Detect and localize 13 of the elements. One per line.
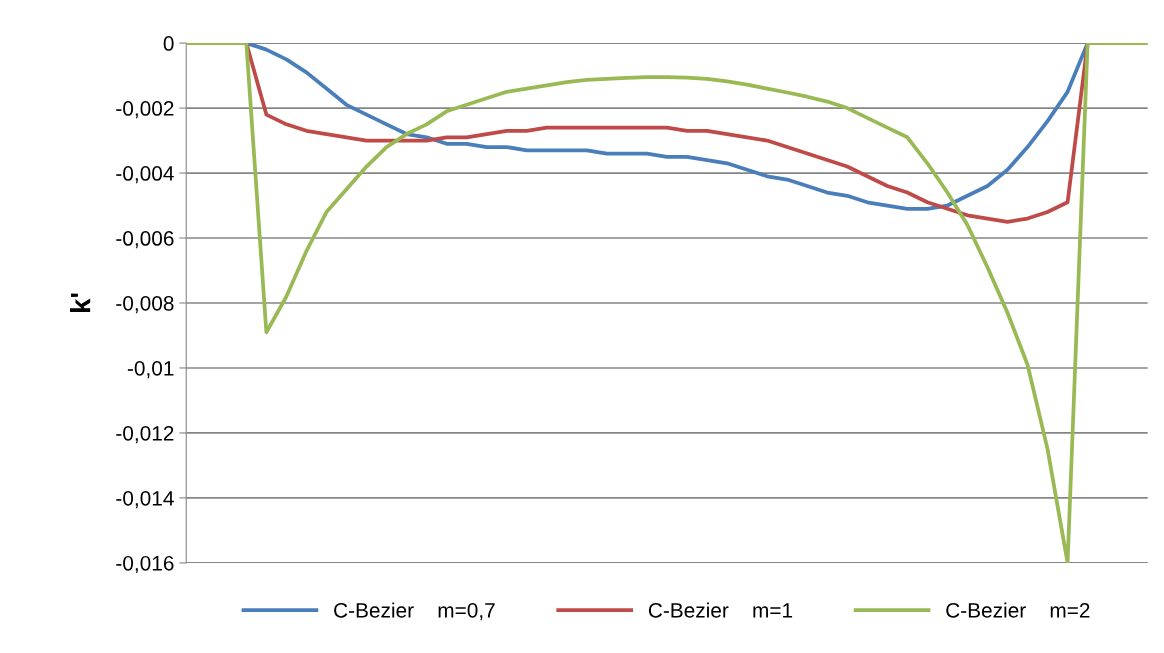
y-tick-label: 0	[163, 36, 174, 51]
y-tick-label: -0,008	[116, 295, 174, 314]
y-tick-label: -0,016	[116, 555, 174, 574]
legend-label: C-Bezier m=1	[648, 602, 793, 618]
y-tick-label: -0,01	[127, 360, 174, 379]
y-tick-label: -0,002	[116, 101, 174, 119]
y-tick-label: -0,012	[116, 425, 174, 444]
legend-label: C-Bezier m=2	[946, 602, 1090, 618]
legend-label: C-Bezier m=0,7	[334, 602, 495, 621]
y-axis-title: k'	[70, 293, 91, 313]
y-tick-label: -0,006	[116, 231, 174, 249]
y-tick-label: -0,014	[116, 490, 174, 509]
y-tick-label: -0,004	[116, 166, 174, 184]
